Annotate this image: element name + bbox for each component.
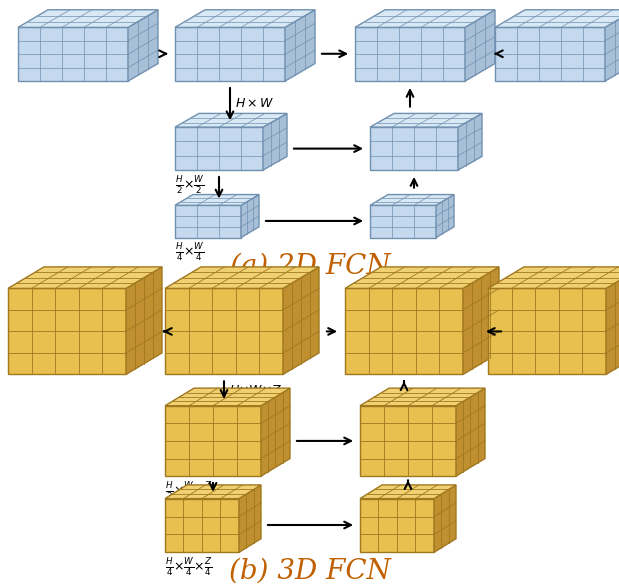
Polygon shape [8,267,162,288]
Polygon shape [463,267,499,375]
Text: $\frac{H}{2} {\times} \frac{W}{2} {\times} \frac{Z}{2}$: $\frac{H}{2} {\times} \frac{W}{2} {\time… [165,480,212,502]
Text: (b) 3D FCN: (b) 3D FCN [229,557,391,584]
Polygon shape [370,195,454,205]
Polygon shape [261,388,290,476]
Polygon shape [165,288,283,375]
Polygon shape [239,485,261,552]
Polygon shape [488,288,606,375]
Polygon shape [495,28,605,81]
Polygon shape [18,10,158,28]
Polygon shape [126,267,162,375]
Polygon shape [165,499,239,552]
Polygon shape [128,10,158,81]
Polygon shape [606,267,619,375]
Polygon shape [165,485,261,499]
Polygon shape [360,406,456,476]
Polygon shape [605,10,619,81]
Polygon shape [165,406,261,476]
Polygon shape [345,288,463,375]
Text: $\frac{H}{4} {\times} \frac{W}{4}$: $\frac{H}{4} {\times} \frac{W}{4}$ [175,242,204,263]
Polygon shape [495,10,619,28]
Polygon shape [360,485,456,499]
Polygon shape [355,10,495,28]
Polygon shape [263,113,287,170]
Polygon shape [370,127,458,170]
Polygon shape [355,28,465,81]
Polygon shape [165,267,319,288]
Polygon shape [241,195,259,238]
Polygon shape [175,113,287,127]
Polygon shape [370,113,482,127]
Polygon shape [465,10,495,81]
Polygon shape [8,288,126,375]
Polygon shape [458,113,482,170]
Polygon shape [165,388,290,406]
Text: $\frac{H}{2} {\times} \frac{W}{2}$: $\frac{H}{2} {\times} \frac{W}{2}$ [175,174,204,196]
Polygon shape [175,127,263,170]
Polygon shape [18,28,128,81]
Polygon shape [283,267,319,375]
Polygon shape [175,10,315,28]
Polygon shape [370,205,436,238]
Text: (a) 2D FCN: (a) 2D FCN [230,252,391,279]
Polygon shape [175,195,259,205]
Polygon shape [360,499,434,552]
Polygon shape [360,388,485,406]
Polygon shape [434,485,456,552]
Polygon shape [175,28,285,81]
Polygon shape [488,267,619,288]
Text: $\frac{H}{4} {\times} \frac{W}{4} {\times} \frac{Z}{4}$: $\frac{H}{4} {\times} \frac{W}{4} {\time… [165,556,212,578]
Polygon shape [456,388,485,476]
Polygon shape [175,205,241,238]
Polygon shape [285,10,315,81]
Text: $H \times W$: $H \times W$ [235,97,274,110]
Polygon shape [345,267,499,288]
Polygon shape [436,195,454,238]
Text: $H {\times} W {\times} Z$: $H {\times} W {\times} Z$ [229,383,282,396]
